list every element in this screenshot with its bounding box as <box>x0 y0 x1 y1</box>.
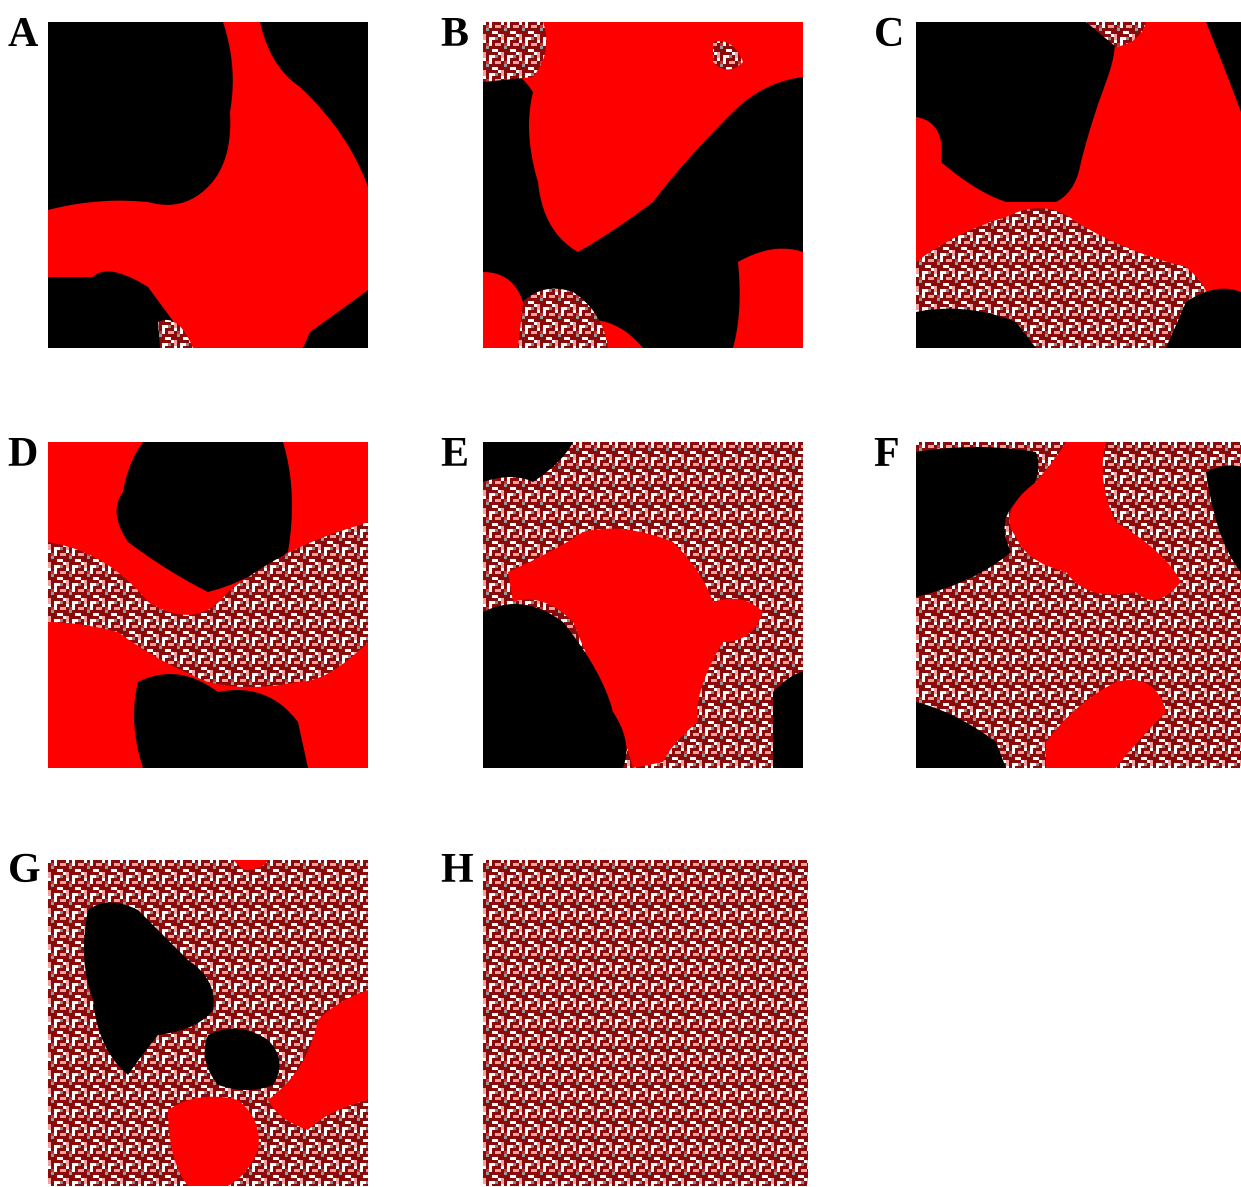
panel-label: C <box>874 10 904 56</box>
panel-image <box>48 22 368 348</box>
panel-label: E <box>441 430 469 476</box>
panel-label: G <box>8 846 41 892</box>
panel-image <box>48 860 368 1186</box>
panel-label: D <box>8 430 38 476</box>
panel-label: F <box>874 430 900 476</box>
figure: A B C D E F <box>0 0 1241 1187</box>
panel-image <box>916 442 1241 768</box>
panel-image <box>916 22 1241 348</box>
panel-image <box>483 860 808 1186</box>
page: {"panels": [{"label": "A"}, {"label": "B… <box>0 0 1241 1187</box>
panel-label: A <box>8 10 39 56</box>
panel-image <box>483 22 803 348</box>
panel-image <box>483 442 803 768</box>
panel-label: H <box>441 846 474 892</box>
panel-image <box>48 442 368 768</box>
panel-label: B <box>441 10 469 56</box>
